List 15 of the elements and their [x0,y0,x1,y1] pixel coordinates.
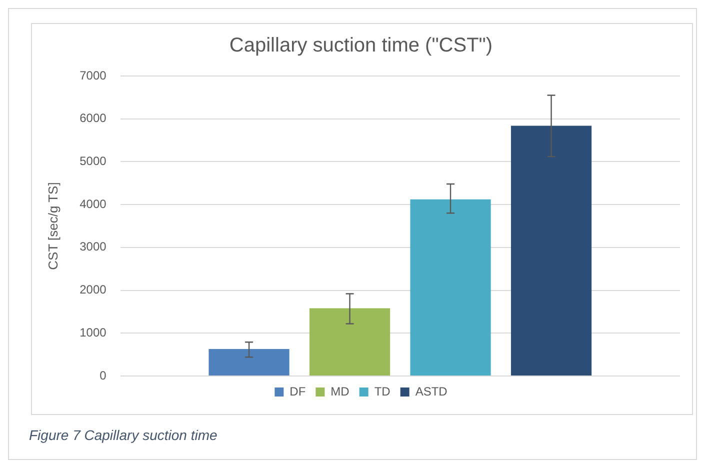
y-tick-label: 4000 [80,196,107,211]
y-tick-label: 0 [100,368,107,382]
legend-label: ASTD [415,384,448,398]
caption: Figure 7 Capillary suction time [29,427,218,443]
y-tick-label: 7000 [80,68,107,82]
y-tick-label: 1000 [80,325,107,340]
y-tick-label: 6000 [80,111,107,126]
y-tick-label: 3000 [80,240,107,254]
legend-label: MD [330,384,350,398]
y-tick-label: 5000 [80,154,107,168]
legend-label: TD [374,384,391,398]
y-axis-title: CST [sec/g TS] [45,182,60,270]
chart-title: Capillary suction time ("CST") [229,34,493,57]
legend-label: DF [290,384,306,398]
y-tick-label: 2000 [80,282,107,297]
